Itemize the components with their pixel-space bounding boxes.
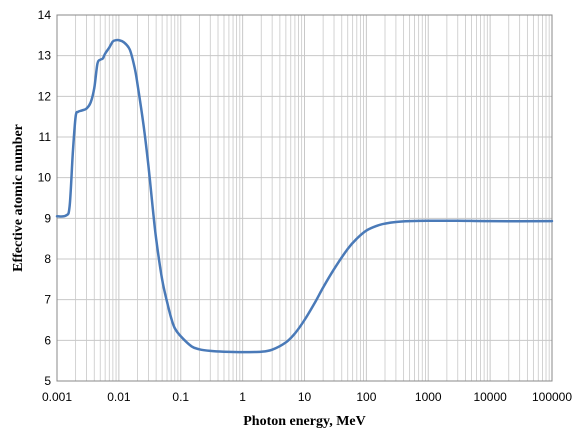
y-tick-label: 13 (38, 49, 52, 63)
x-tick-label: 1 (239, 390, 246, 404)
y-tick-label: 5 (44, 374, 51, 388)
x-tick-label: 0.001 (42, 390, 72, 404)
y-tick-label: 10 (38, 171, 52, 185)
grid-lines (56, 14, 552, 382)
x-tick-label: 10 (298, 390, 312, 404)
y-tick-labels: 5 6 7 8 9 10 11 12 13 14 (38, 8, 52, 388)
series-group (55, 38, 554, 354)
y-tick-label: 12 (38, 89, 52, 103)
y-tick-label: 7 (44, 293, 51, 307)
y-tick-label: 14 (38, 8, 52, 22)
series-line (55, 38, 554, 354)
y-tick-label: 11 (39, 130, 52, 144)
x-tick-label: 100 (356, 390, 376, 404)
x-tick-label: 1000 (415, 390, 442, 404)
plot-frame (56, 14, 553, 382)
y-axis-title: Effective atomic number (11, 124, 26, 272)
x-tick-label: 0.01 (107, 390, 131, 404)
x-axis-title: Photon energy, MeV (243, 414, 365, 429)
y-tick-label: 8 (44, 252, 51, 266)
x-tick-label: 0.1 (172, 390, 189, 404)
y-tick-label: 6 (44, 333, 51, 347)
x-tick-label: 10000 (473, 390, 507, 404)
x-tick-labels: 0.001 0.01 0.1 1 10 100 1000 10000 100000 (42, 390, 572, 404)
y-tick-label: 9 (44, 211, 51, 225)
x-tick-label: 100000 (532, 390, 572, 404)
